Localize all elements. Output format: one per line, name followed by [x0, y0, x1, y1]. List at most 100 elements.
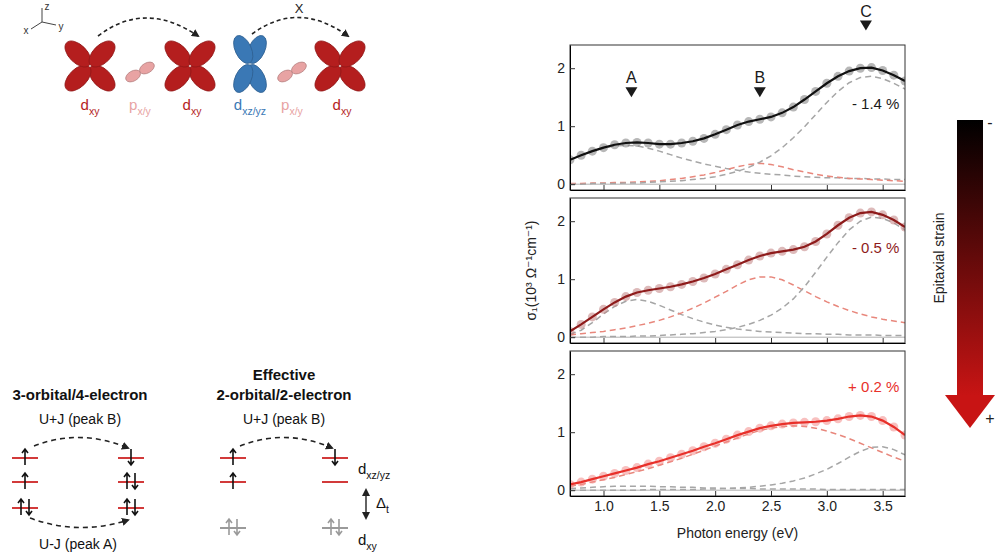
x-tick — [659, 185, 660, 190]
orbital-label: dxz/yz — [358, 460, 390, 481]
x-tick-mark — [715, 338, 716, 343]
electron-spin — [328, 519, 334, 535]
electron-spin — [22, 473, 28, 489]
electron-spin — [124, 499, 130, 515]
label-subscript: t — [386, 503, 389, 515]
x-axis-line — [571, 496, 906, 497]
y-tick-mark — [570, 432, 575, 433]
axis-stroke — [42, 8, 43, 22]
x-tick: 2.0 — [706, 491, 726, 514]
electron-spin — [230, 473, 236, 489]
diagram-text: U+J (peak B) — [243, 411, 325, 427]
orbital-lobe — [60, 36, 95, 71]
diagram-text: Effective — [253, 366, 316, 383]
panel: 1.01.52.02.53.03.5012+ 0.2 %Photon energ… — [557, 351, 909, 541]
label-subscript: xy — [191, 105, 202, 117]
component-curve — [570, 300, 905, 336]
electron-spin — [132, 473, 138, 489]
label-subscript: xy — [89, 105, 100, 117]
orbital-level — [220, 527, 246, 529]
x-tick-mark — [604, 338, 605, 343]
y-tick: 0 — [557, 482, 575, 498]
y-axis: 012 — [557, 46, 575, 193]
diagram-text: U+J (peak B) — [39, 411, 121, 427]
y-axis: 0 1 2 — [557, 199, 575, 346]
orbital-label: dxy — [81, 96, 101, 117]
y-tick-mark — [570, 184, 575, 185]
y-axis-line — [570, 199, 571, 344]
x-tick: 2.5 — [762, 491, 782, 514]
p-orbital — [124, 60, 157, 85]
panel: 012- 0.5 %σ₁(10³ Ω⁻¹cm⁻¹) — [523, 198, 910, 345]
orbital-level — [12, 507, 38, 509]
panel: 012ABC- 1.4 % — [557, 3, 909, 193]
label-symbol: d — [358, 460, 366, 477]
x-tick: 1.5 — [650, 491, 670, 514]
orbital-lobe — [334, 36, 369, 71]
y-tick-mark — [570, 337, 575, 338]
y-tick: 0 — [557, 176, 575, 192]
orbital-level — [322, 481, 348, 483]
y-tick: 1 — [557, 271, 575, 287]
electron-spin — [230, 449, 236, 465]
x-tick — [883, 185, 884, 190]
y-tick-label: 0 — [557, 176, 565, 192]
axis-icon-label: z — [45, 1, 50, 12]
strain-top: - — [987, 114, 992, 131]
y-tick: 1 — [557, 118, 575, 134]
label-subscript: x/y — [289, 105, 303, 117]
d-xy-orbital — [160, 36, 219, 95]
x-tick-mark — [771, 338, 772, 343]
orbital-lobe — [84, 60, 119, 95]
x-tick — [771, 185, 772, 190]
orbital-lobe — [124, 68, 143, 85]
electron-spin — [332, 449, 338, 465]
hop-arrow — [252, 17, 348, 36]
electron-spin — [226, 519, 232, 535]
y-tick-label: 0 — [557, 329, 565, 345]
plot-area — [570, 63, 905, 184]
electron-spin — [26, 499, 32, 515]
x-tick-label: 2.0 — [706, 498, 726, 514]
y-tick-label: 1 — [557, 271, 565, 287]
orbital-lobe — [184, 60, 219, 95]
y-tick-mark — [570, 68, 575, 69]
y-tick: 2 — [557, 213, 575, 229]
blocked-mark: X — [295, 1, 304, 16]
orbital-level — [322, 527, 348, 529]
orbital-lobe — [334, 60, 369, 95]
x-tick-mark — [659, 491, 660, 496]
label-subscript: x/y — [137, 105, 151, 117]
component-curve — [570, 486, 905, 489]
strain-arrowhead — [945, 395, 995, 428]
x-tick-label: 1.5 — [650, 498, 670, 514]
orbital-lobe — [160, 36, 195, 71]
label-symbol: d — [81, 96, 89, 113]
label-subscript: xz/yz — [242, 105, 266, 117]
y-tick-label: 1 — [557, 118, 565, 134]
electron-spin — [124, 473, 130, 489]
x-axis — [571, 185, 906, 191]
x-axis-line — [571, 190, 906, 191]
gap-arrow — [365, 490, 366, 518]
y-axis: 012 — [557, 352, 575, 499]
d-xy-orbital — [60, 36, 119, 95]
hop-arrow — [98, 18, 198, 36]
orbital-label: px/y — [281, 96, 304, 117]
orbital-label: dxy — [358, 531, 378, 552]
orbital-lobe — [230, 33, 257, 67]
x-tick — [827, 185, 828, 190]
x-tick-label: 3.5 — [873, 498, 893, 514]
electron-spin — [128, 449, 134, 465]
label-symbol: d — [183, 96, 191, 113]
axes-icon: zxy — [24, 1, 64, 36]
fit-curve — [570, 68, 905, 160]
transition-arrow — [30, 518, 128, 528]
y-tick: 2 — [557, 366, 575, 382]
diagram: zxydxypx/ydxyXdxz/yzpx/ydxy3-orbital/4-e… — [12, 1, 390, 552]
x-tick-mark — [827, 491, 828, 496]
component-curve — [570, 277, 905, 335]
x-tick-label: 3.0 — [818, 498, 838, 514]
orbital-lobe — [84, 36, 119, 71]
axis-icon-label: y — [59, 21, 64, 32]
